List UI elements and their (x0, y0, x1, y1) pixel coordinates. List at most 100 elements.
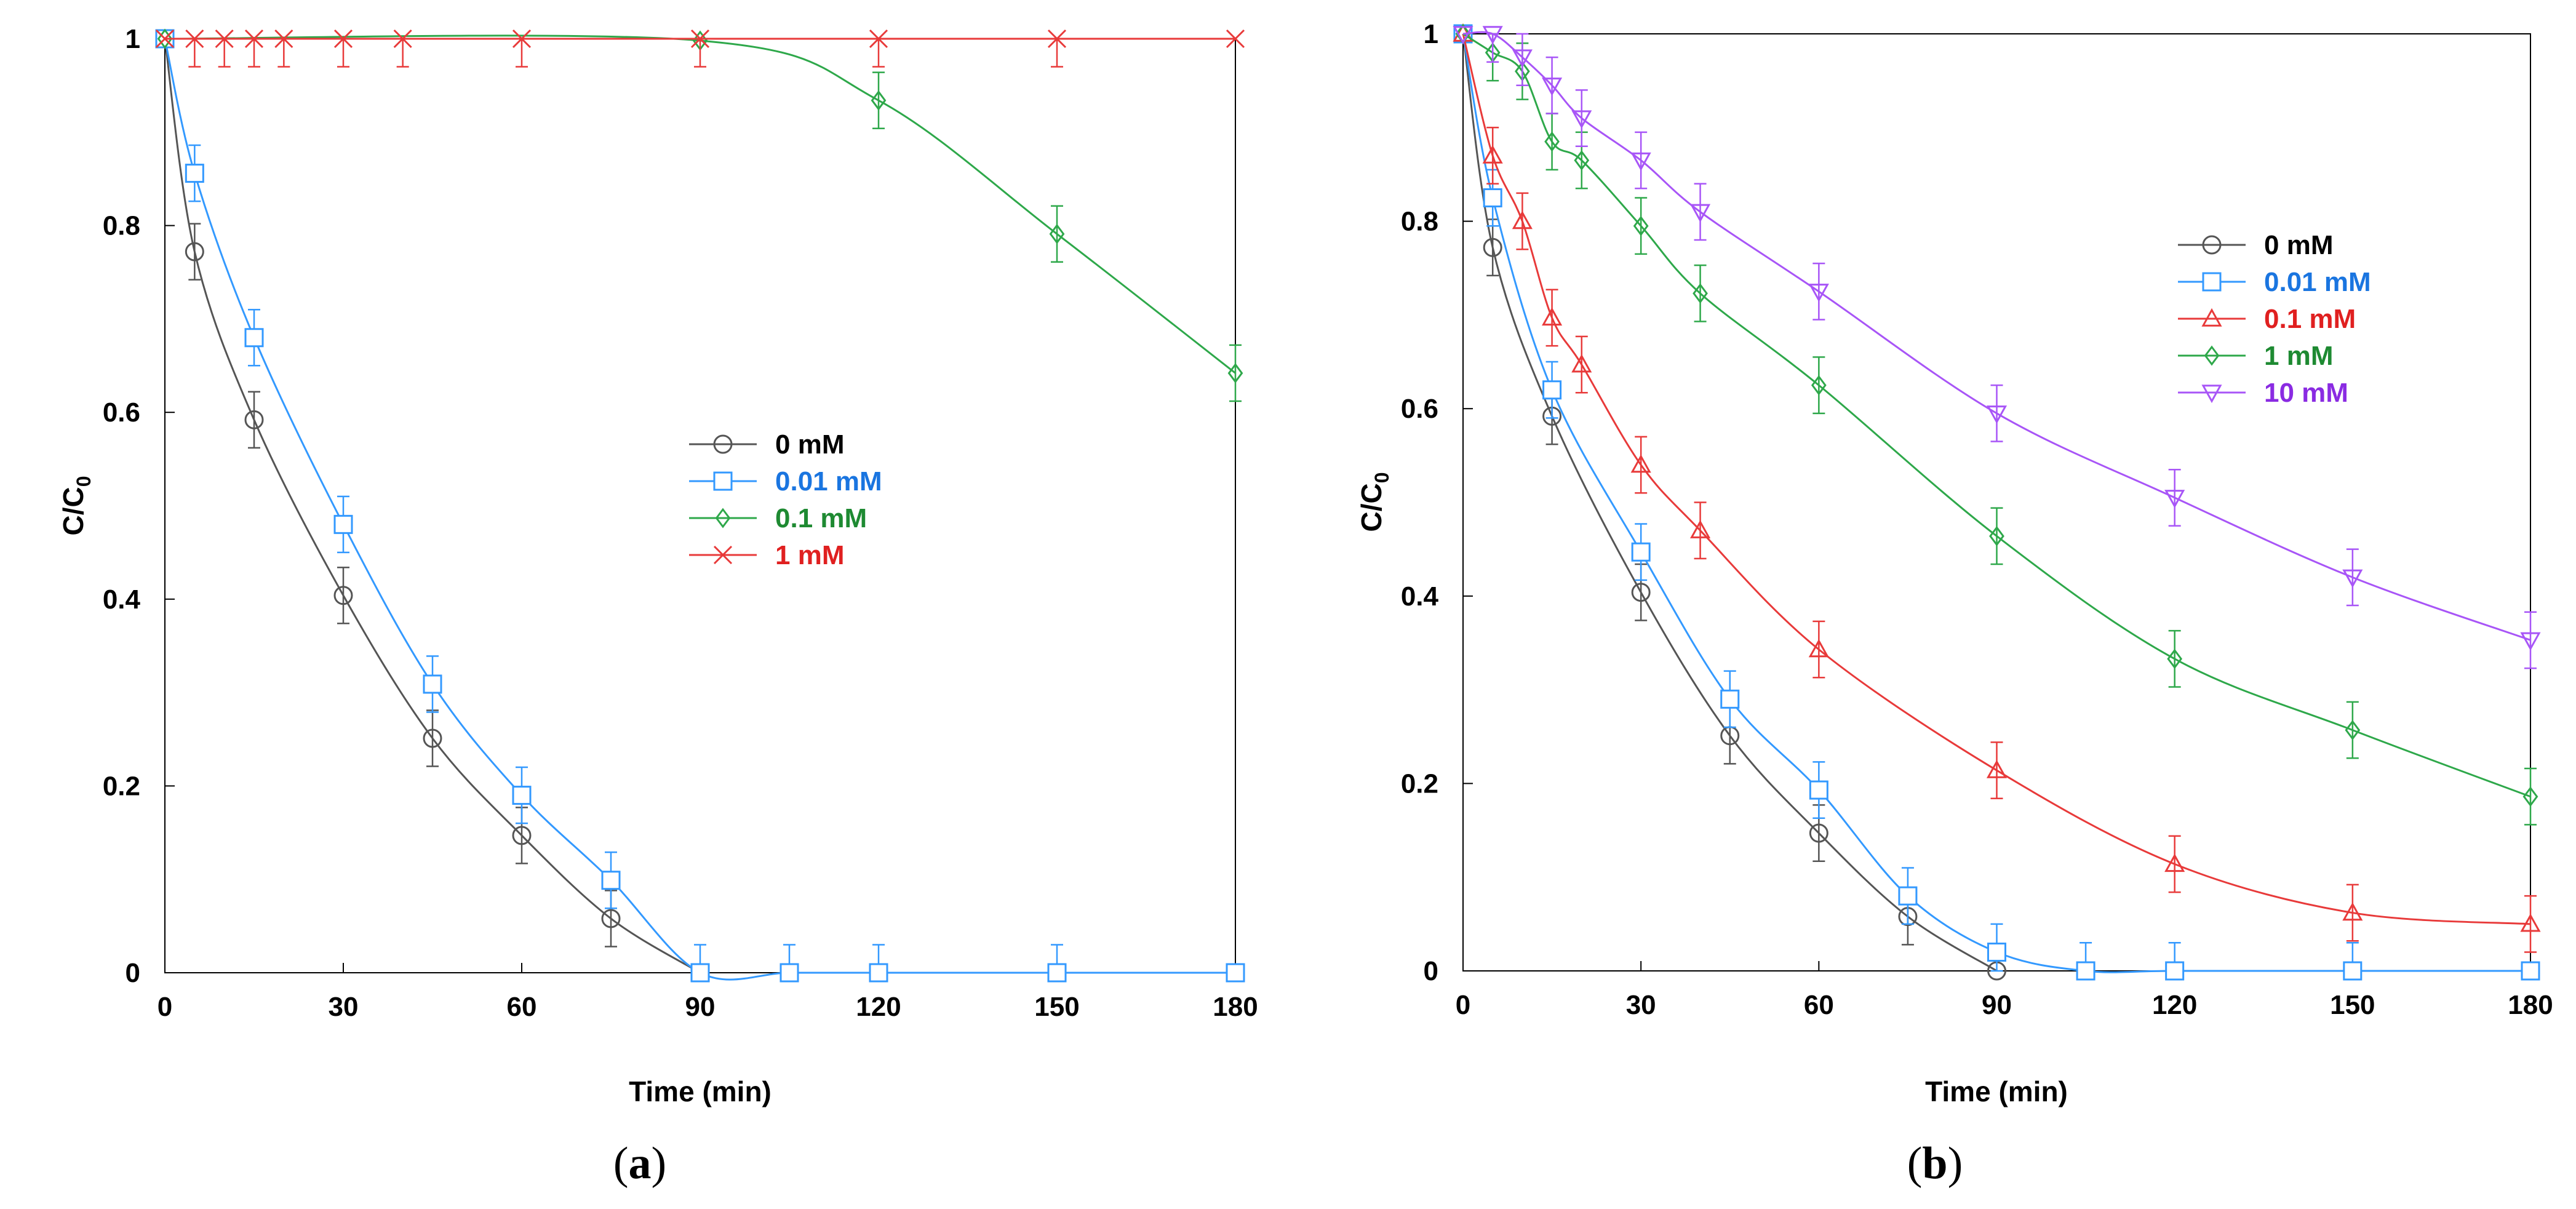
data-point-a-1-mm-10 (1047, 29, 1067, 49)
plot-frame-a (164, 38, 1236, 973)
y-axis-label-main-b: C/C (1355, 483, 1387, 532)
error-bar-a-0-1-mm-4 (1229, 344, 1242, 402)
data-point-b-10-mm-2 (1512, 49, 1533, 68)
data-point-b-0-1-mm-6 (1690, 520, 1711, 538)
error-bar-b-10-mm-9 (2168, 468, 2181, 527)
legend-label-a-0-mm: 0 mM (775, 429, 844, 460)
series-a-0-mm (155, 29, 710, 983)
data-point-a-0-01-mm-9 (869, 963, 888, 983)
data-point-a-1-mm-3 (244, 29, 264, 49)
x-tick-label-a-180: 180 (1213, 992, 1258, 1022)
data-point-b-10-mm-7 (1808, 284, 1829, 302)
data-point-a-1-mm-5 (333, 29, 353, 49)
x-tick-label-a-120: 120 (856, 992, 901, 1022)
error-bar-b-1-mm-9 (2168, 629, 2181, 688)
data-point-b-0-01-mm-6 (1898, 886, 1918, 906)
legend-label-a-0-01-mm: 0.01 mM (775, 466, 882, 497)
legend-label-b-0-01-mm: 0.01 mM (2264, 267, 2371, 297)
error-bar-b-0-1-mm-2 (1516, 192, 1529, 250)
error-bar-a-0-1-mm-3 (1051, 205, 1063, 263)
data-point-b-0-01-mm-10 (2343, 961, 2363, 981)
data-point-b-1-mm-6 (1693, 283, 1708, 304)
series-line-a-0-mm (164, 38, 701, 974)
error-bar-b-1-mm-7 (1812, 356, 1825, 415)
data-point-b-1-mm-4 (1574, 150, 1590, 171)
error-bar-b-1-mm-8 (1990, 507, 2003, 565)
x-tick-label-b-120: 120 (2152, 990, 2197, 1020)
legend-entry-a-0-01-mm: 0.01 mM (689, 466, 882, 497)
series-b-0-1-mm (1453, 23, 2541, 953)
error-bar-b-10-mm-3 (1545, 56, 1558, 114)
series-b (1453, 23, 2541, 981)
error-bar-b-0-1-mm-1 (1486, 127, 1499, 185)
legend-marker-b-0-mm (2202, 235, 2222, 255)
data-point-b-0-1-mm-9 (2164, 853, 2185, 872)
data-point-a-0-01-mm-8 (780, 963, 799, 983)
data-point-b-0-01-mm-5 (1809, 780, 1828, 800)
data-point-b-0-1-mm-3 (1542, 307, 1563, 326)
error-bar-b-0-1-mm-8 (1990, 741, 2003, 800)
legend-marker-a-0-1-mm (715, 508, 731, 529)
error-bar-b-10-mm-1 (1486, 33, 1499, 63)
data-point-a-1-mm-2 (215, 29, 234, 49)
data-point-a-0-01-mm-4 (423, 674, 442, 694)
data-point-a-0-01-mm-11 (1226, 963, 1245, 983)
error-bar-b-0-1-mm-5 (1635, 436, 1648, 494)
legend-entry-a-0-mm: 0 mM (689, 429, 844, 460)
data-point-b-0-1-mm-1 (1482, 145, 1503, 164)
y-tick-label-a-1: 0.2 (103, 771, 140, 801)
data-point-a-0-1-mm-2 (871, 90, 887, 111)
data-point-b-0-1-mm-2 (1512, 210, 1533, 229)
error-bar-b-10-mm-7 (1812, 262, 1825, 321)
error-bar-b-1-mm-11 (2524, 767, 2537, 826)
data-point-b-10-mm-9 (2164, 490, 2185, 508)
error-bar-b-1-mm-3 (1545, 113, 1558, 171)
data-point-a-1-mm-11 (1226, 29, 1245, 49)
data-point-b-0-mm-3 (1631, 583, 1651, 602)
error-bar-a-0-mm-2 (248, 391, 260, 449)
y-tick-label-a-2: 0.4 (103, 585, 141, 615)
x-tick-label-a-0: 0 (158, 992, 172, 1022)
panel-label-b-open: ( (1907, 1138, 1923, 1189)
data-point-a-0-01-mm-3 (333, 514, 353, 534)
data-point-b-0-01-mm-11 (2521, 961, 2540, 981)
legend-label-b-0-1-mm: 0.1 mM (2264, 304, 2356, 334)
data-point-a-0-01-mm-7 (690, 963, 710, 983)
data-point-b-10-mm-1 (1482, 26, 1503, 45)
y-tick-label-a-5: 1 (126, 24, 140, 54)
error-bar-b-0-1-mm-3 (1545, 289, 1558, 347)
data-point-b-1-mm-5 (1633, 215, 1649, 236)
axes-a (164, 38, 1236, 973)
data-point-b-0-01-mm-8 (2076, 961, 2095, 981)
error-bar-a-0-1-mm-2 (872, 71, 885, 129)
legend-a: 0 mM 0.01 mM 0.1 mM 1 mM (689, 429, 882, 570)
y-tick-label-b-5: 1 (1424, 19, 1438, 49)
data-point-b-10-mm-6 (1690, 204, 1711, 223)
data-point-b-0-1-mm-4 (1571, 354, 1592, 373)
data-point-a-1-mm-6 (393, 29, 412, 49)
y-axis-label-b: C/C0 (1355, 472, 1393, 532)
error-bar-b-10-mm-4 (1575, 89, 1588, 148)
legend-label-b-10-mm: 10 mM (2264, 378, 2348, 408)
legend-label-b-0-mm: 0 mM (2264, 230, 2333, 260)
legend-entry-b-0-1-mm: 0.1 mM (2178, 304, 2356, 334)
data-point-b-10-mm-10 (2342, 569, 2363, 588)
x-tick-label-a-90: 90 (685, 992, 716, 1022)
legend-marker-a-0-mm (713, 434, 733, 454)
y-tick-label-b-2: 0.4 (1401, 581, 1439, 612)
legend-marker-b-10-mm (2201, 385, 2222, 404)
data-point-a-0-mm-1 (185, 242, 204, 261)
data-point-a-1-mm-4 (274, 29, 293, 49)
legend-b: 0 mM 0.01 mM 0.1 mM 1 mM 10 mM (2178, 230, 2371, 408)
y-tick-label-a-4: 0.8 (103, 211, 140, 241)
y-axis-label-sub-a: 0 (73, 476, 95, 487)
legend-marker-a-1-mm (713, 545, 733, 565)
data-point-b-10-mm-5 (1630, 152, 1651, 171)
data-point-b-10-mm-4 (1571, 110, 1592, 129)
x-tick-label-b-150: 150 (2330, 990, 2375, 1020)
error-bar-b-0-1-mm-6 (1694, 501, 1707, 560)
panel-label-b: (b) (1907, 1138, 1963, 1189)
chart-panel-a: 0 30 60 90 120 150 180 0 0.2 0.4 0.6 0.8 1 Time (min… (57, 24, 1258, 1189)
data-point-b-1-mm-8 (1989, 525, 2004, 546)
y-axis-label-sub-b: 0 (1371, 472, 1393, 483)
